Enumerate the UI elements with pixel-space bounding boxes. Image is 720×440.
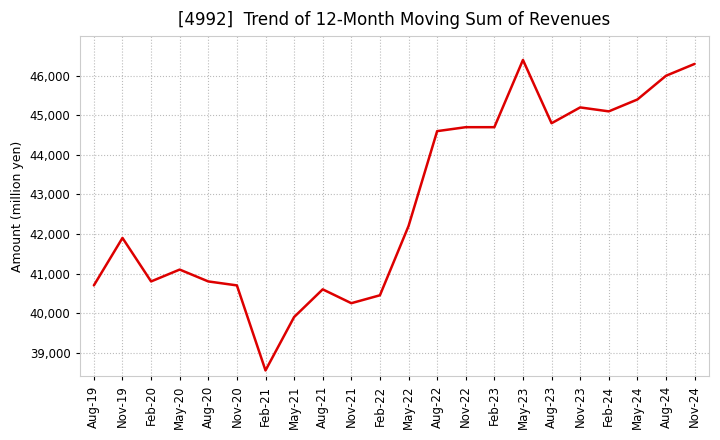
Title: [4992]  Trend of 12-Month Moving Sum of Revenues: [4992] Trend of 12-Month Moving Sum of R… [178,11,611,29]
Y-axis label: Amount (million yen): Amount (million yen) [11,141,24,272]
